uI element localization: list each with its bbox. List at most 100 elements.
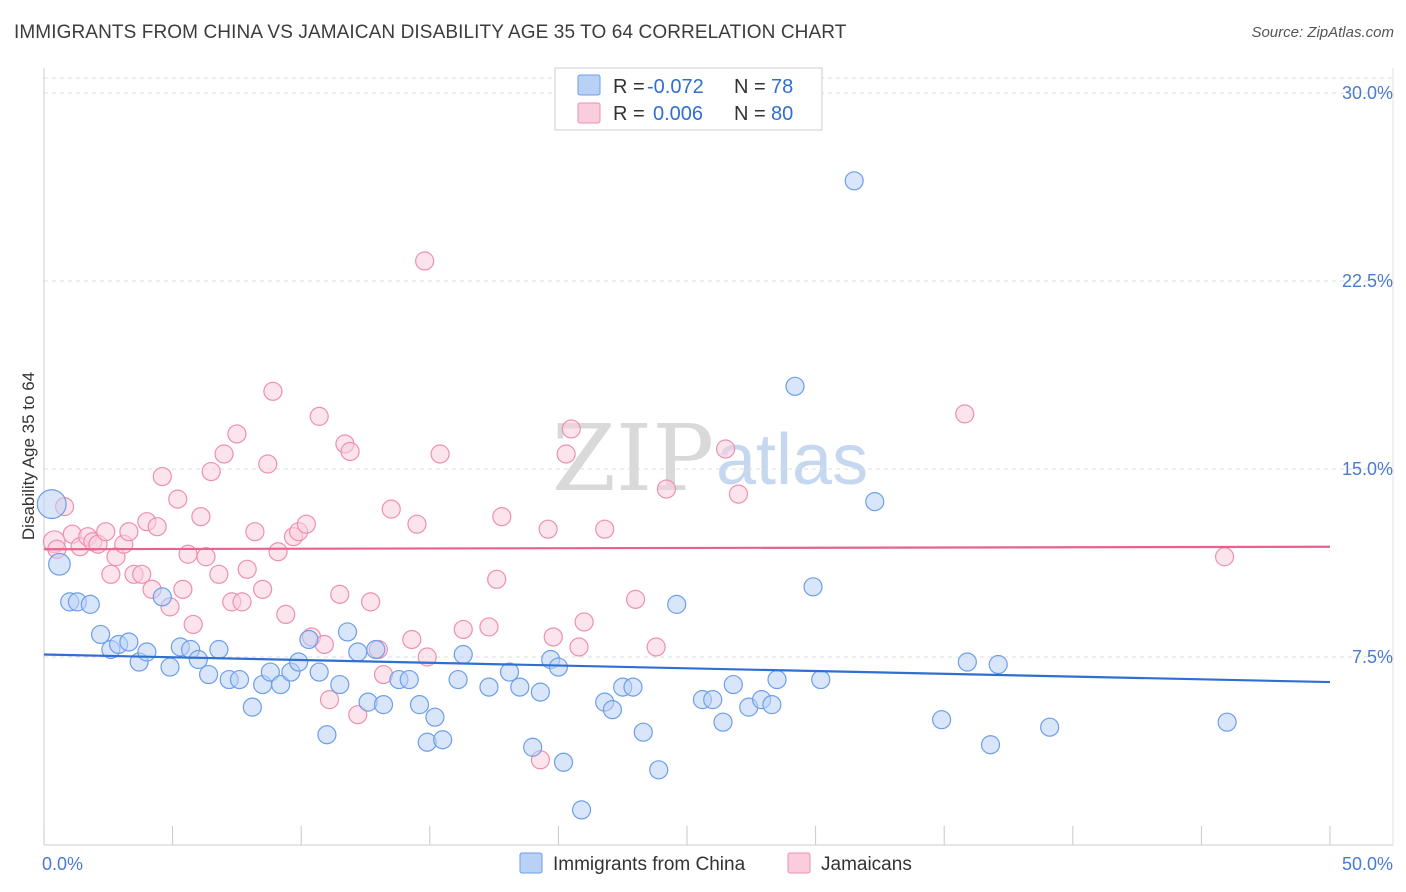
x-ticks [43,826,1331,845]
china-point [523,737,543,757]
china-point [667,594,687,614]
china-point [271,674,291,695]
china-point [762,695,782,715]
jamaica-point [625,589,646,609]
china-point [803,577,823,597]
china-point [299,629,319,650]
jamaica-point [276,604,296,625]
jamaica-point [453,619,473,640]
x-tick-label-max: 50.0% [1342,854,1393,874]
legend-r-label-jamaica: R = [613,103,645,125]
legend-n-label-china: N = [734,76,766,98]
jamaica-point [348,705,368,725]
jamaica-point [1214,547,1235,567]
china-point [399,669,419,690]
jamaica-point [955,404,975,424]
china-points [36,171,1237,820]
china-point [649,760,669,780]
jamaica-point [479,617,499,637]
jamaica-point [574,612,594,632]
jamaica-point [237,559,257,579]
jamaica-point [173,579,193,599]
jamaica-point [268,542,288,562]
china-point [317,725,337,745]
watermark-zip: ZIP [552,405,714,512]
chart-title: IMMIGRANTS FROM CHINA VS JAMAICAN DISABI… [14,22,847,43]
china-point [229,669,250,690]
china-point [433,730,453,750]
jamaica-point [595,519,615,539]
jamaica-point [245,522,265,542]
y-axis-label: Disability Age 35 to 64 [19,372,38,540]
jamaica-point [361,592,381,612]
china-point [453,644,473,665]
jamaica-point [232,592,252,612]
china-point [571,800,592,820]
jamaica-point [209,564,229,584]
jamaica-point [319,690,340,710]
jamaica-point [407,514,427,534]
legend-n-value-jamaica: 80 [771,103,793,125]
china-point [209,639,229,660]
jamaica-point [168,489,188,509]
legend-r-value-jamaica: 0.006 [653,103,703,125]
jamaica-point [728,484,749,504]
china-point [309,662,329,682]
china-point [479,677,499,697]
jamaica-point [263,381,283,401]
china-point [602,700,623,720]
legend-r-label-china: R = [613,76,645,98]
china-point [548,657,569,677]
china-point [1217,712,1237,732]
china-point [366,639,386,660]
bottom-legend-swatch-jamaica [787,852,811,874]
jamaica-point [556,444,576,464]
jamaica-point [415,251,435,271]
china-point [90,624,111,645]
jamaica-point [309,406,329,426]
y-tick-label: 15.0% [1342,459,1393,479]
china-point [865,492,885,512]
jamaica-point [214,444,234,464]
jamaica-points [42,251,1235,770]
china-trend-line [43,653,1331,684]
china-point [530,682,550,702]
china-point [242,697,262,717]
jamaica-point [715,439,736,459]
china-point [988,654,1008,675]
jamaica-point [402,629,422,650]
y-tick-label: 22.5% [1342,271,1393,291]
jamaica-point [492,507,512,527]
china-point [785,376,805,396]
china-point [260,662,280,682]
china-point [373,695,394,715]
bottom-legend-jamaica: Jamaicans [821,854,912,875]
trend-lines [43,545,1331,684]
jamaica-point [417,647,437,667]
china-point [510,677,530,697]
china-point [137,642,157,662]
jamaica-point [561,419,581,439]
jamaica-point [296,514,316,534]
jamaica-point [381,499,401,519]
china-point [844,171,864,191]
legend-box: R = -0.072 N = 78 R = 0.006 N = 80 [554,67,823,131]
china-point [409,695,430,715]
legend-swatch-china [577,74,601,96]
jamaica-point [183,614,203,635]
y-tick-labels: 7.5% 15.0% 22.5% 30.0% [1342,83,1393,667]
jamaica-point [340,441,360,462]
jamaica-point [196,547,216,567]
jamaica-point [487,569,507,589]
legend-n-label-jamaica: N = [734,103,766,125]
jamaica-point [430,444,450,464]
china-point [932,710,952,730]
legend-r-value-china: -0.072 [647,76,704,98]
jamaica-point [538,519,558,539]
y-tick-label: 30.0% [1342,83,1393,103]
china-point [499,662,520,682]
china-point [289,652,309,672]
china-point [713,712,733,732]
jamaica-point [132,564,152,584]
